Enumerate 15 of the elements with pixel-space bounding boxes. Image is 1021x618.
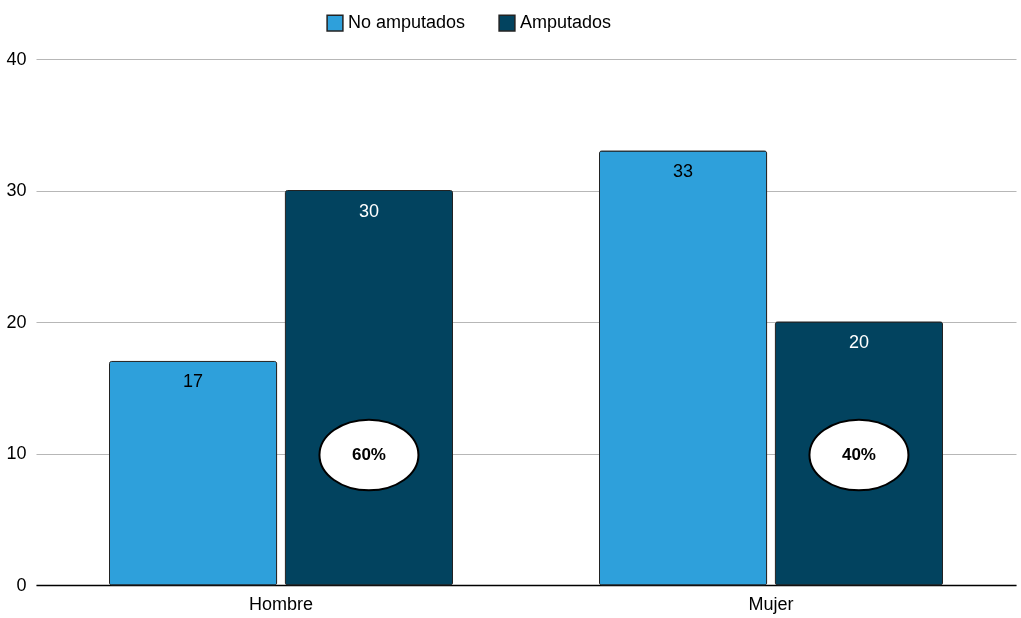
data-label: 17: [183, 371, 204, 392]
data-label: 33: [673, 161, 694, 182]
legend-label: Amputados: [520, 12, 612, 33]
y-tick-label: 10: [6, 443, 27, 463]
y-tick-label: 20: [6, 311, 27, 332]
annotation: 60%: [351, 445, 386, 464]
data-label: 20: [848, 332, 869, 352]
y-tick-label: 30: [6, 180, 27, 200]
y-tick-label: 40: [6, 48, 27, 69]
y-tick-label: 0: [16, 574, 27, 595]
legend-label: No amputados: [348, 12, 466, 33]
annotation: 40%: [841, 445, 876, 464]
x-tick-label: Mujer: [748, 593, 794, 614]
data-label: 30: [358, 200, 379, 221]
x-tick-label: Hombre: [248, 593, 314, 614]
